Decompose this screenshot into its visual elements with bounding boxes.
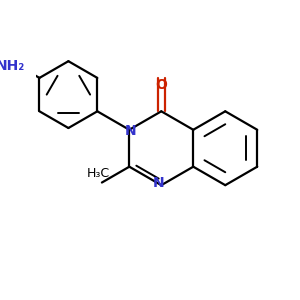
Text: N: N — [153, 176, 164, 190]
Text: NH₂: NH₂ — [0, 58, 25, 73]
Text: N: N — [124, 124, 136, 138]
Text: O: O — [155, 78, 167, 92]
Text: H₃C: H₃C — [87, 167, 110, 180]
